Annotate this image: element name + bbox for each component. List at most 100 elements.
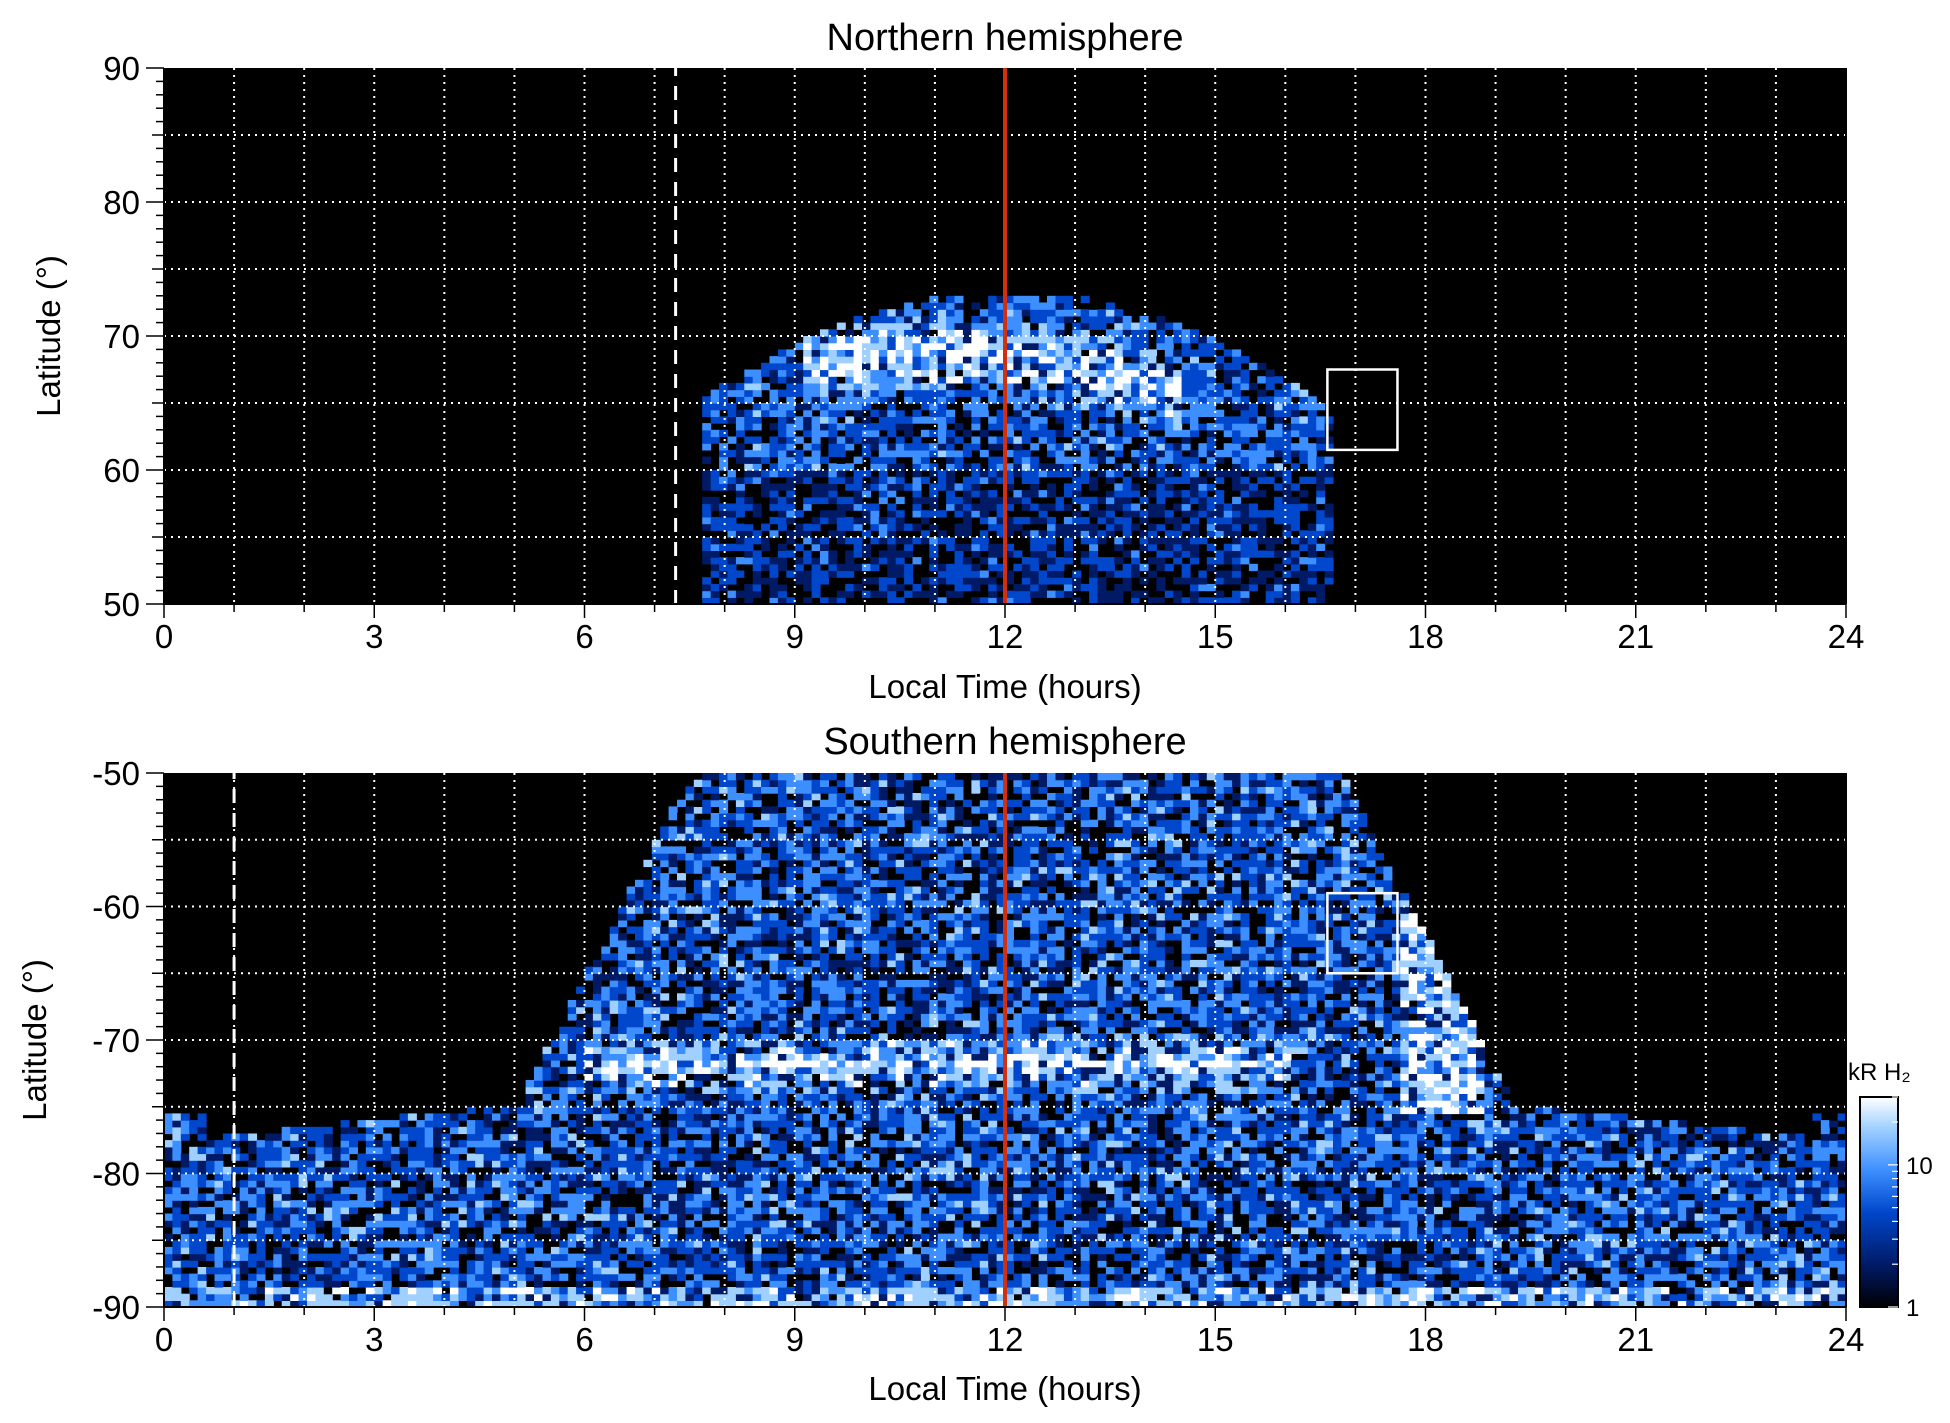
emission-cell (391, 1260, 401, 1268)
emission-cell (1190, 423, 1199, 431)
emission-cell (710, 793, 720, 801)
emission-cell (449, 1220, 459, 1228)
emission-cell (1198, 342, 1208, 350)
emission-cell (920, 356, 930, 364)
emission-cell (264, 1153, 274, 1161)
emission-cell (1105, 590, 1115, 598)
emission-cell (895, 376, 905, 384)
emission-cell (777, 1026, 787, 1034)
emission-cell (702, 819, 712, 827)
emission-cell (323, 1200, 333, 1208)
emission-cell (609, 966, 619, 974)
emission-cell (1122, 409, 1132, 417)
emission-cell (382, 1120, 392, 1128)
emission-cell (752, 1300, 762, 1308)
emission-cell (979, 490, 989, 498)
emission-cell (1173, 516, 1183, 525)
emission-cell (660, 826, 670, 834)
emission-cell (483, 1273, 493, 1281)
emission-cell (1164, 510, 1174, 518)
emission-cell (1030, 389, 1040, 397)
emission-cell (777, 1093, 787, 1101)
emission-cell (744, 470, 754, 478)
emission-cell (988, 530, 998, 538)
emission-cell (534, 1246, 543, 1255)
emission-cell (895, 443, 905, 451)
emission-cell (979, 476, 989, 484)
emission-cell (256, 1180, 266, 1188)
emission-cell (777, 1293, 787, 1301)
emission-cell (374, 1260, 384, 1268)
emission-cell (508, 1246, 518, 1255)
emission-cell (777, 946, 787, 954)
emission-cell (929, 590, 939, 598)
emission-cell (803, 537, 813, 545)
emission-cell (870, 382, 880, 391)
emission-cell (710, 1293, 720, 1301)
emission-cell (979, 309, 989, 317)
emission-cell (180, 1220, 190, 1228)
emission-cell (492, 1160, 501, 1168)
emission-cell (811, 356, 821, 364)
emission-cell (1190, 490, 1199, 498)
emission-cell (466, 1280, 476, 1288)
emission-cell (794, 557, 804, 565)
emission-cell (517, 1220, 527, 1228)
emission-cell (668, 1166, 678, 1175)
emission-cell (1290, 429, 1300, 438)
emission-cell (1198, 597, 1208, 605)
emission-cell (744, 1140, 754, 1148)
emission-cell (1198, 463, 1208, 471)
emission-cell (988, 436, 998, 444)
emission-cell (1055, 329, 1065, 337)
emission-cell (836, 537, 846, 545)
emission-cell (828, 362, 838, 371)
emission-cell (323, 1153, 333, 1161)
emission-cell (517, 1120, 527, 1128)
emission-cell (651, 1033, 661, 1041)
emission-cell (862, 423, 871, 431)
emission-cell (584, 1260, 594, 1268)
emission-cell (1206, 409, 1216, 417)
emission-cell (323, 1240, 333, 1248)
emission-cell (1080, 523, 1090, 531)
emission-cell (937, 389, 947, 397)
emission-cell (609, 986, 619, 994)
emission-cell (592, 1080, 602, 1088)
emission-cell (979, 336, 989, 344)
emission-cell (761, 1020, 771, 1028)
emission-cell (727, 1006, 737, 1014)
emission-cell (735, 490, 745, 498)
emission-cell (769, 530, 779, 538)
emission-cell (1055, 382, 1065, 391)
emission-cell (777, 1220, 787, 1228)
emission-cell (651, 1146, 661, 1155)
emission-cell (508, 1153, 518, 1161)
emission-cell (769, 356, 779, 364)
emission-cell (1097, 537, 1107, 545)
emission-cell (1021, 597, 1031, 605)
emission-cell (264, 1300, 274, 1308)
emission-cell (777, 483, 787, 491)
emission-cell (172, 1206, 182, 1215)
emission-cell (1198, 376, 1208, 384)
emission-cell (660, 859, 670, 868)
emission-cell (206, 1213, 216, 1221)
emission-cell (727, 1240, 737, 1248)
emission-cell (1005, 476, 1014, 484)
emission-cell (735, 1073, 745, 1081)
north-y-axis-label: Latitude (°) (30, 255, 67, 417)
emission-cell (1021, 570, 1031, 578)
emission-cell (1148, 476, 1157, 484)
emission-cell (264, 1160, 274, 1168)
emission-cell (895, 342, 905, 350)
emission-cell (189, 1206, 199, 1215)
emission-cell (777, 1267, 787, 1275)
emission-cell (685, 1120, 695, 1128)
emission-cell (685, 1026, 695, 1034)
emission-cell (643, 1206, 653, 1215)
emission-cell (828, 470, 838, 478)
emission-cell (1282, 496, 1292, 505)
emission-cell (458, 1240, 468, 1248)
